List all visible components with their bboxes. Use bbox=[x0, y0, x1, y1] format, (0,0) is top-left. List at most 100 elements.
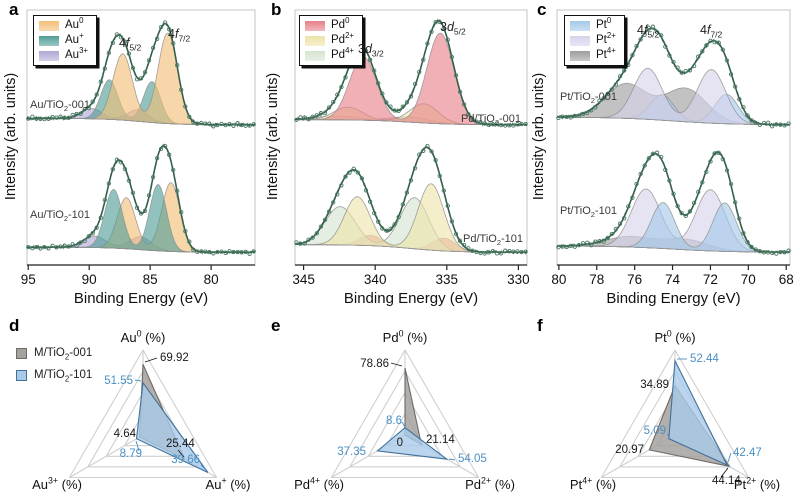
svg-text:340: 340 bbox=[364, 272, 387, 287]
panel-letter-c: c bbox=[537, 0, 547, 19]
legend-item: Au+ bbox=[39, 31, 88, 47]
sample-label-au-101: Au/TiO2-101 bbox=[30, 209, 91, 224]
legend-label: Pd4+ bbox=[331, 46, 354, 61]
radar-value-label: 5.09 bbox=[644, 425, 666, 437]
radar-value-label: 54.05 bbox=[458, 453, 487, 465]
legend-item: Pt4+ bbox=[570, 46, 616, 62]
sample-label-pd-101: Pd/TiO2-101 bbox=[463, 233, 524, 248]
radar-axis-au0: Au0 (%) bbox=[120, 328, 166, 345]
au3-swatch-icon bbox=[39, 50, 59, 61]
radar-axis-pd2: Pd2+ (%) bbox=[465, 475, 515, 492]
svg-text:72: 72 bbox=[703, 272, 718, 287]
svg-text:74: 74 bbox=[665, 272, 681, 287]
legend-panel-b: Pd0 Pd2+ Pd4+ bbox=[299, 15, 363, 66]
legend-item: Pd2+ bbox=[305, 32, 354, 47]
sample-label-au-001: Au/TiO2-001 bbox=[30, 99, 91, 114]
sample-label-pt-101: Pt/TiO2-101 bbox=[560, 205, 617, 220]
radar-value-label: 42.47 bbox=[733, 447, 762, 459]
x-axis-label-b: Binding Energy (eV) bbox=[343, 290, 479, 307]
peak-label-pd-3d52: 3d5/2 bbox=[440, 20, 466, 37]
svg-text:80: 80 bbox=[204, 272, 219, 287]
legend-item: Au0 bbox=[39, 16, 88, 32]
radar-legend-label: M/TiO2-001 bbox=[34, 347, 93, 362]
legend-item: Pt0 bbox=[570, 16, 616, 32]
y-axis-label-b: Intensity (arb. units) bbox=[265, 72, 281, 201]
svg-text:95: 95 bbox=[21, 272, 36, 287]
radar-axis-au1: Au+ (%) bbox=[205, 475, 251, 492]
legend-panel-c: Pt0 Pt2+ Pt4+ bbox=[564, 15, 625, 66]
pt2-swatch-icon bbox=[570, 35, 590, 46]
radar-series-M/TiO2-101 bbox=[135, 381, 209, 473]
svg-text:78: 78 bbox=[589, 272, 604, 287]
legend-item: Pd0 bbox=[305, 16, 354, 32]
sample-label-pd-001: Pd/TiO2-001 bbox=[461, 113, 522, 128]
radar-value-label: 51.55 bbox=[104, 375, 133, 387]
y-axis-label-c: Intensity (arb. units) bbox=[531, 72, 547, 201]
panel-letter-f: f bbox=[537, 316, 543, 335]
radar-value-label: 21.14 bbox=[426, 434, 455, 446]
radar-panel-f: 34.89 44.14 20.97 52.44 42.47 5.09 bbox=[600, 349, 762, 487]
pt4-swatch-icon bbox=[570, 50, 590, 61]
x-axis-label-c: Binding Energy (eV) bbox=[606, 290, 741, 307]
svg-text:345: 345 bbox=[292, 272, 315, 287]
legend-label: Pd0 bbox=[331, 16, 350, 31]
legend-label: Au+ bbox=[65, 31, 84, 46]
radar-legend-label: M/TiO2-101 bbox=[34, 369, 93, 384]
envelope-fit bbox=[557, 151, 790, 253]
panel-letter-b: b bbox=[271, 0, 282, 19]
radar-axis-au3: Au3+ (%) bbox=[32, 475, 82, 492]
pd0-swatch-icon bbox=[305, 20, 325, 31]
radar-legend-101: M/TiO2-101 bbox=[16, 369, 93, 384]
legend-item: Au3+ bbox=[39, 46, 88, 62]
au1-swatch-icon bbox=[39, 35, 59, 46]
y-axis-label-a: Intensity (arb. units) bbox=[3, 72, 19, 201]
peak-label-pd-3d32: 3d3/2 bbox=[358, 42, 384, 59]
svg-text:70: 70 bbox=[741, 272, 756, 287]
svg-text:335: 335 bbox=[436, 272, 459, 287]
panel-letter-a: a bbox=[9, 0, 19, 19]
spectra-panel-b: 345 340 335 330 bbox=[292, 9, 530, 287]
legend-panel-a: Au0 Au+ Au3+ bbox=[33, 15, 97, 66]
radar-axis-pt2: Pt2+ (%) bbox=[733, 475, 781, 492]
radar-series-M/TiO2-101 bbox=[376, 426, 449, 460]
legend-label: Au0 bbox=[65, 16, 84, 31]
panel-letter-e: e bbox=[271, 316, 281, 335]
fit-component-Pt0 bbox=[557, 202, 790, 253]
radar-value-label: 37.35 bbox=[337, 446, 366, 458]
peak-label-pt-4f72: 4f7/2 bbox=[700, 23, 723, 40]
spectra-panel-a: 95 90 85 80 bbox=[21, 9, 256, 287]
envelope-fit bbox=[27, 22, 255, 126]
peak-label-au-4f72: 4f7/2 bbox=[168, 27, 191, 44]
legend-item: Pd4+ bbox=[305, 46, 354, 62]
peak-label-au-4f52: 4f5/2 bbox=[119, 36, 142, 53]
radar-value-label: 8.6 bbox=[386, 415, 402, 427]
legend-label: Pt4+ bbox=[596, 46, 616, 61]
au0-swatch-icon bbox=[39, 20, 59, 31]
legend-label: Au3+ bbox=[65, 46, 88, 61]
radar-value-label: 39.66 bbox=[171, 454, 200, 466]
radar-value-label: 4.64 bbox=[114, 428, 137, 440]
svg-text:80: 80 bbox=[551, 272, 566, 287]
legend-item: Pt2+ bbox=[570, 31, 616, 47]
pt0-swatch-icon bbox=[570, 20, 590, 31]
fit-component-Pt2+ bbox=[557, 67, 790, 125]
legend-label: Pt0 bbox=[596, 16, 612, 31]
radar-axis-pd0: Pd0 (%) bbox=[382, 328, 428, 345]
legend-label: Pt2+ bbox=[596, 31, 616, 46]
fit-component-Au+ bbox=[27, 184, 255, 253]
fit-component-Pd2+ bbox=[295, 183, 527, 253]
radar-value-label: 0 bbox=[397, 437, 403, 449]
envelope-fit bbox=[295, 20, 527, 126]
radar-axis-pt0: Pt0 (%) bbox=[654, 328, 696, 345]
radar-value-label: 69.92 bbox=[160, 352, 189, 364]
radar-panel-d: 69.92 25.44 4.64 51.55 39.66 8.79 bbox=[68, 349, 218, 479]
sample-label-pt-001: Pt/TiO2-001 bbox=[560, 91, 617, 106]
radar-value-label: 52.44 bbox=[690, 353, 719, 365]
radar-value-label: 78.86 bbox=[360, 358, 389, 370]
svg-text:76: 76 bbox=[627, 272, 642, 287]
pd2-swatch-icon bbox=[305, 35, 325, 46]
pd4-swatch-icon bbox=[305, 50, 325, 61]
svg-text:90: 90 bbox=[82, 272, 97, 287]
svg-text:330: 330 bbox=[507, 272, 530, 287]
